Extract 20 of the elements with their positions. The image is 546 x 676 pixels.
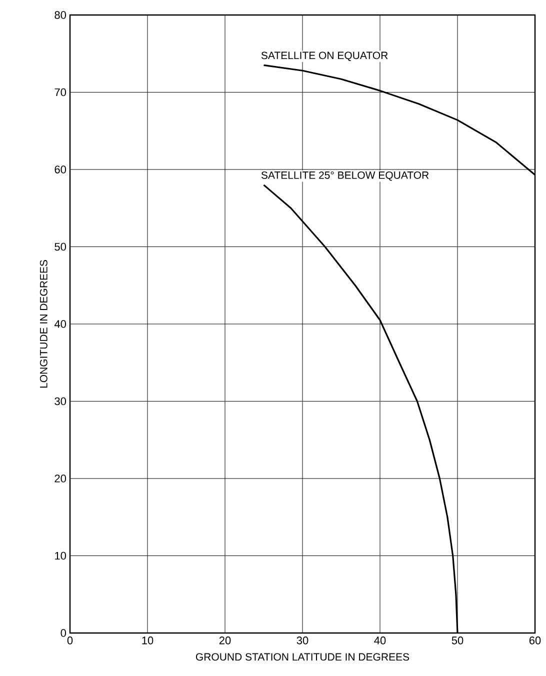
y-tick-label: 70 [54, 88, 66, 96]
x-tick-label: 50 [452, 636, 464, 644]
y-tick-label: 30 [54, 397, 66, 406]
y-tick-label: 60 [54, 166, 66, 174]
x-tick-label: 30 [296, 636, 308, 644]
series-label: SATELLITE 25° BELOW EQUATOR [261, 171, 429, 181]
x-tick-label: 40 [374, 636, 386, 644]
y-tick-label: 10 [55, 552, 66, 560]
y-axis-title: LONGITUDE IN DEGREES [40, 260, 48, 388]
x-tick-label: 0 [67, 636, 73, 644]
x-tick-label: 10 [142, 636, 154, 644]
y-tick-label: 20 [54, 474, 66, 482]
y-tick-label: 50 [54, 242, 66, 251]
y-tick-label: 0 [60, 629, 66, 637]
x-axis-title: GROUND STATION LATITUDE IN DEGREES [196, 653, 410, 661]
y-tick-label: 40 [54, 320, 66, 328]
series-label: SATELLITE ON EQUATOR [261, 52, 388, 61]
y-tick-label: 80 [54, 11, 66, 19]
x-tick-label: 60 [529, 636, 541, 644]
x-tick-label: 20 [219, 636, 231, 644]
